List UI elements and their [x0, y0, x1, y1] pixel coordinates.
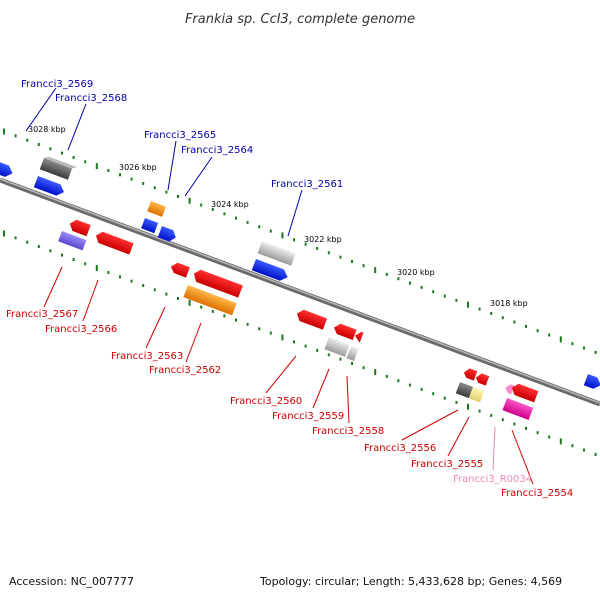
gene-label-2562[interactable]: Francci3_2562: [149, 365, 221, 376]
gene-block-left-edge[interactable]: [0, 160, 15, 179]
gene-label-2558[interactable]: Francci3_2558: [312, 426, 384, 437]
gene-block-2556a[interactable]: [462, 367, 478, 381]
gene-block-2566[interactable]: [94, 230, 134, 255]
accession-text: Accession: NC_007777: [9, 575, 135, 588]
gene-label-2566[interactable]: Francci3_2566: [45, 324, 117, 335]
gene-label-2555[interactable]: Francci3_2555: [411, 459, 483, 470]
gene-labels-reverse: Francci3_2567 Francci3_2566 Francci3_256…: [6, 309, 573, 499]
map-title: Frankia sp. CcI3, complete genome: [185, 12, 415, 27]
scale-label-3020: 3020 kbp: [397, 268, 435, 277]
gene-block-r0034[interactable]: [504, 383, 515, 395]
gene-label-2560[interactable]: Francci3_2560: [230, 396, 302, 407]
genome-backbone-highlight: [0, 178, 600, 404]
gene-block-2554a[interactable]: [510, 382, 539, 403]
gene-labels-forward: Francci3_2569 Francci3_2568 Francci3_256…: [21, 79, 343, 190]
gene-block-2554[interactable]: [502, 398, 534, 420]
gene-label-2567[interactable]: Francci3_2567: [6, 309, 78, 320]
gene-block-right-edge[interactable]: [583, 374, 600, 391]
scale-label-3022: 3022 kbp: [304, 235, 342, 244]
gene-label-2563[interactable]: Francci3_2563: [111, 351, 183, 362]
gene-block-2567[interactable]: [58, 231, 87, 251]
gene-block-2559[interactable]: [324, 337, 350, 357]
gene-label-r0034[interactable]: Francci3_R0034: [453, 474, 532, 485]
scale-label-3028: 3028 kbp: [28, 125, 66, 134]
genome-backbone: [0, 177, 600, 407]
gene-label-2559[interactable]: Francci3_2559: [272, 411, 344, 422]
gene-block-2560[interactable]: [295, 308, 328, 330]
gene-block-2565[interactable]: [147, 201, 166, 217]
gene-block-2558[interactable]: [346, 346, 359, 361]
gene-label-2569[interactable]: Francci3_2569: [21, 79, 93, 90]
scale-label-3026: 3026 kbp: [119, 163, 157, 172]
gene-label-2565[interactable]: Francci3_2565: [144, 130, 216, 141]
gene-features: [0, 155, 600, 420]
gene-block-2555[interactable]: [468, 387, 485, 403]
lower-tick-track: [3, 230, 597, 456]
gene-block-2568[interactable]: [33, 176, 66, 198]
gene-block-2556b[interactable]: [474, 372, 490, 386]
gene-label-2568[interactable]: Francci3_2568: [55, 93, 127, 104]
gene-block-2561[interactable]: [257, 241, 296, 266]
gene-label-2561[interactable]: Francci3_2561: [271, 179, 343, 190]
summary-text: Topology: circular; Length: 5,433,628 bp…: [260, 575, 563, 588]
upper-tick-track: [3, 128, 597, 354]
gene-block-2563[interactable]: [169, 261, 190, 278]
gene-block-2559a[interactable]: [332, 322, 357, 341]
label-leader-lines: [25, 87, 534, 485]
gene-label-2564[interactable]: Francci3_2564: [181, 145, 253, 156]
scale-label-3024: 3024 kbp: [211, 200, 249, 209]
gene-block-2559b[interactable]: [353, 330, 364, 343]
gene-block-2566a[interactable]: [68, 218, 91, 237]
gene-label-2556[interactable]: Francci3_2556: [364, 443, 436, 454]
gene-block-2556[interactable]: [455, 382, 474, 399]
gene-block-2569[interactable]: [39, 155, 77, 181]
gene-block-2564[interactable]: [157, 226, 178, 243]
gene-block-2563b[interactable]: [191, 268, 243, 298]
gene-label-2554[interactable]: Francci3_2554: [501, 488, 573, 499]
gene-block-2562[interactable]: [183, 285, 237, 316]
scale-labels: 3028 kbp 3026 kbp 3024 kbp 3022 kbp 3020…: [28, 125, 528, 308]
gene-block-2561b[interactable]: [251, 259, 290, 283]
gene-block-2564a[interactable]: [141, 218, 159, 234]
scale-label-3018: 3018 kbp: [490, 299, 528, 308]
